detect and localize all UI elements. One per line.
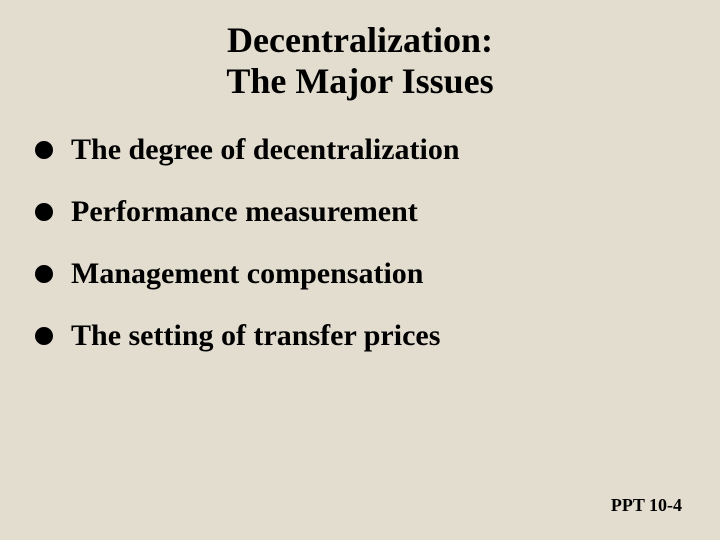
list-item: The setting of transfer prices [35, 319, 690, 353]
bullet-text: The setting of transfer prices [71, 319, 440, 353]
bullet-icon [35, 203, 53, 221]
title-line-1: Decentralization: [0, 20, 720, 61]
list-item: The degree of decentralization [35, 133, 690, 167]
bullet-icon [35, 265, 53, 283]
slide-title: Decentralization: The Major Issues [0, 0, 720, 133]
bullet-icon [35, 141, 53, 159]
title-line-2: The Major Issues [0, 61, 720, 102]
bullet-text: Performance measurement [71, 195, 418, 229]
list-item: Management compensation [35, 257, 690, 291]
bullet-text: The degree of decentralization [71, 133, 460, 167]
bullet-text: Management compensation [71, 257, 423, 291]
bullet-icon [35, 327, 53, 345]
bullet-list: The degree of decentralization Performan… [0, 133, 720, 353]
list-item: Performance measurement [35, 195, 690, 229]
slide-number: PPT 10-4 [611, 495, 682, 516]
